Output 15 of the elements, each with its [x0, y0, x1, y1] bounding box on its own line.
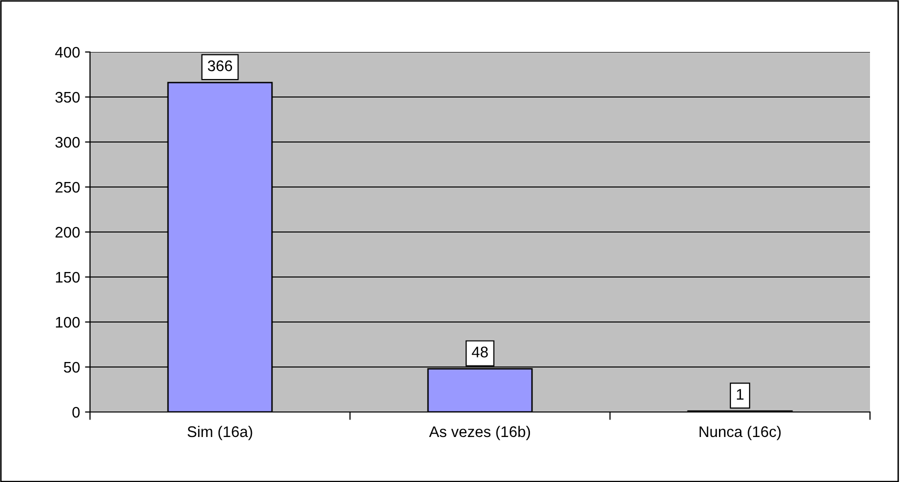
y-tick-label: 100 [56, 316, 80, 328]
y-tick-label: 300 [55, 136, 80, 148]
x-tick-label: Nunca (16c) [700, 426, 781, 440]
y-tick-label: 400 [55, 46, 80, 58]
data-label: 366 [208, 60, 232, 72]
y-tick-label: 150 [56, 272, 80, 283]
data-label: 1 [736, 389, 744, 400]
x-tick-label: As vezes (16b) [429, 426, 530, 440]
y-tick-label: 50 [64, 362, 80, 373]
x-tick-label: Sim (16a) [188, 426, 252, 440]
data-label: 48 [472, 346, 488, 358]
y-tick-label: 0 [72, 406, 80, 418]
y-tick-label: 200 [56, 226, 80, 238]
y-tick-label: 350 [55, 92, 80, 103]
y-tick-label: 250 [56, 182, 80, 193]
